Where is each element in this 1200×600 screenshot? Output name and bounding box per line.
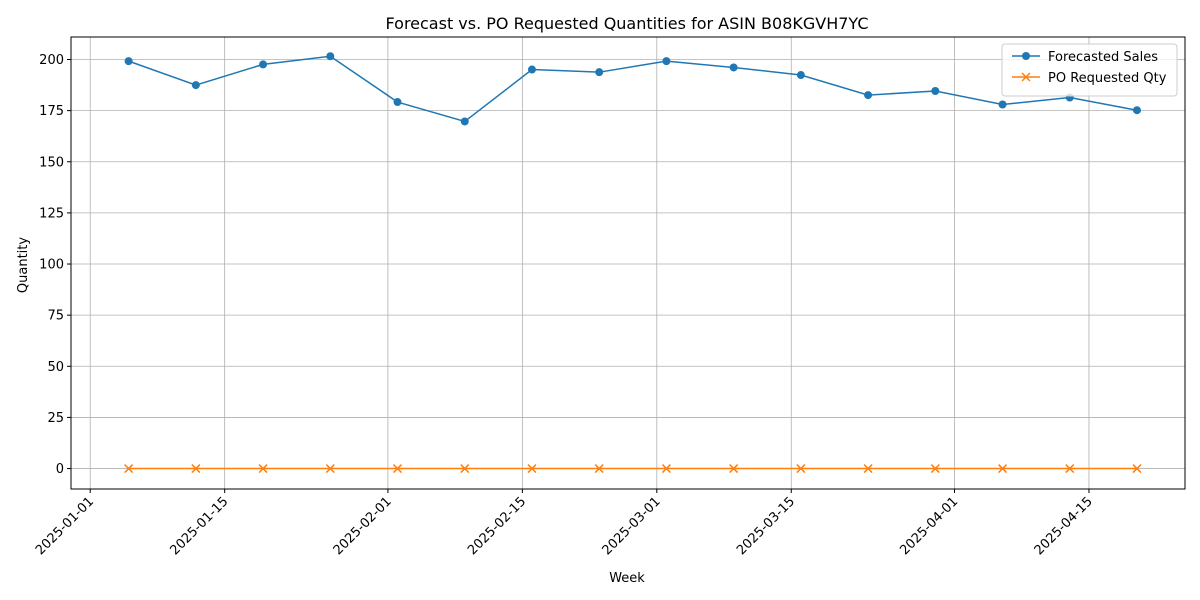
y-tick-label: 0 (56, 462, 64, 477)
data-point (662, 57, 671, 66)
x-tick-label: 2025-04-15 (1032, 494, 1096, 558)
data-point (594, 464, 604, 474)
legend-label-forecast: Forecasted Sales (1048, 50, 1158, 65)
data-point (1065, 464, 1075, 474)
data-point (393, 98, 402, 107)
y-tick-label: 200 (39, 53, 64, 68)
data-point (392, 464, 403, 474)
data-point (863, 464, 873, 474)
data-point (527, 65, 536, 74)
data-point (259, 60, 268, 69)
data-point (124, 464, 134, 474)
grid-lines (71, 37, 1185, 489)
y-axis-label: Quantity (16, 237, 31, 293)
y-tick-label: 25 (47, 411, 64, 426)
legend-marker-po (1021, 72, 1031, 82)
chart-title: Forecast vs. PO Requested Quantities for… (386, 14, 869, 33)
data-point (796, 71, 805, 80)
data-point (124, 57, 133, 66)
data-point (460, 117, 469, 126)
x-axis: 2025-01-01 2025-01-15 2025-02-01 2025-02-15… (33, 489, 1096, 558)
data-point (595, 68, 604, 77)
legend-box (1001, 43, 1178, 97)
data-point (661, 464, 671, 474)
y-tick-label: 125 (39, 206, 64, 221)
data-point (527, 464, 537, 474)
data-point (931, 86, 940, 95)
data-point (191, 81, 200, 90)
series-line-0 (128, 55, 1138, 123)
x-tick-label: 2025-02-01 (331, 494, 395, 558)
x-tick-label: 2025-03-01 (600, 494, 664, 558)
data-point (998, 464, 1008, 474)
legend-label-po: PO Requested Qty (1048, 71, 1167, 86)
y-tick-label: 75 (47, 309, 64, 324)
legend: Forecasted Sales PO Requested Qty (1001, 43, 1178, 97)
x-tick-label: 2025-01-15 (167, 494, 231, 558)
data-point (729, 464, 739, 474)
x-tick-label: 2025-01-01 (33, 494, 97, 558)
data-point (864, 91, 873, 100)
x-tick-label: 2025-02-15 (465, 494, 529, 558)
data-point (796, 464, 806, 474)
legend-marker-forecast (1022, 52, 1030, 60)
y-tick-label: 175 (39, 104, 64, 119)
y-axis: 0 25 50 75 100 125 150 175 200 (39, 53, 71, 477)
y-tick-label: 50 (47, 360, 64, 375)
data-point (191, 464, 201, 474)
data-point (729, 63, 738, 72)
y-tick-label: 100 (39, 258, 64, 273)
x-tick-label: 2025-03-15 (734, 494, 798, 558)
data-point (1132, 106, 1141, 115)
data-point (258, 464, 268, 474)
data-point (998, 100, 1007, 109)
data-point (930, 464, 940, 474)
series-layer (124, 52, 1142, 474)
y-tick-label: 150 (39, 155, 64, 170)
x-axis-label: Week (609, 571, 645, 586)
data-point (325, 464, 335, 474)
data-point (1132, 464, 1142, 474)
data-point (326, 52, 335, 61)
data-point (460, 464, 470, 474)
plot-frame (70, 36, 1186, 490)
x-tick-label: 2025-04-01 (897, 494, 961, 558)
